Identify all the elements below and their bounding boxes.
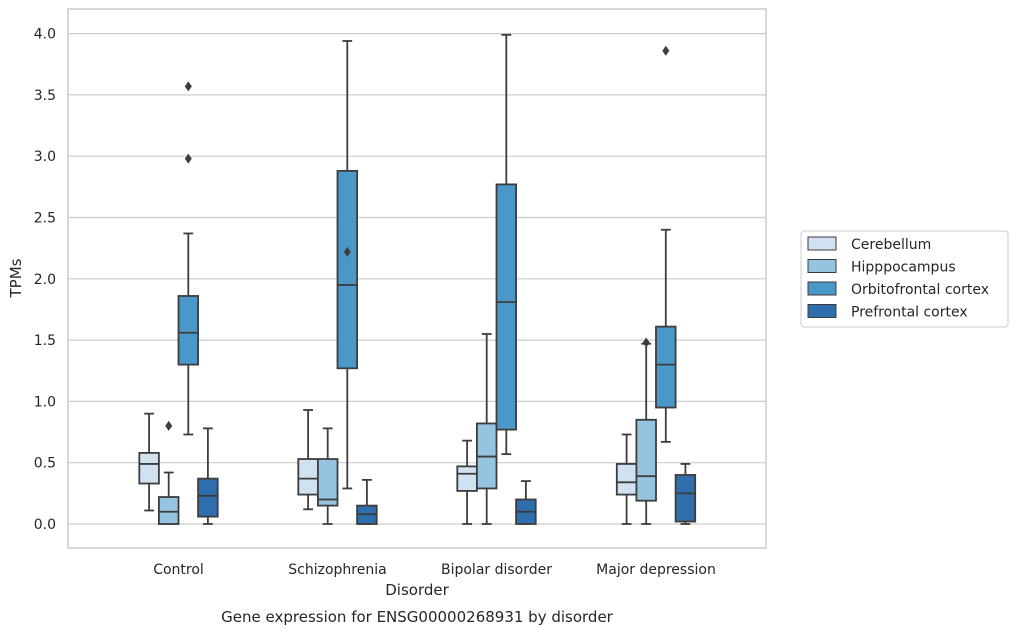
legend-swatch xyxy=(807,259,837,273)
y-tick-label: 1.5 xyxy=(34,333,56,349)
legend-frame xyxy=(800,230,1009,328)
x-tick-label: Bipolar disorder xyxy=(441,562,552,578)
outlier-point xyxy=(184,153,192,164)
y-tick-label: 0.0 xyxy=(34,517,56,533)
legend-label: Orbitofrontal cortex xyxy=(851,282,989,298)
outlier-point xyxy=(343,246,351,257)
box-0-0 xyxy=(138,412,160,512)
box xyxy=(635,418,657,502)
y-tick-label: 3.0 xyxy=(34,149,56,165)
box-3-2 xyxy=(655,45,677,443)
outlier-point xyxy=(165,420,173,431)
y-tick-label: 3.5 xyxy=(34,88,56,104)
y-tick-label: 4.0 xyxy=(34,27,56,43)
plot-frame xyxy=(67,8,767,549)
x-tick-labels: Control Schizophrenia Bipolar disorder Majo… xyxy=(153,562,716,578)
y-tick-label: 2.5 xyxy=(34,211,56,227)
box xyxy=(297,458,319,496)
box xyxy=(615,463,638,496)
box xyxy=(197,477,219,518)
y-tick-label: 0.5 xyxy=(34,456,56,472)
y-tick-label: 2.0 xyxy=(34,272,56,288)
box xyxy=(456,465,478,492)
box-3-0 xyxy=(615,433,638,525)
x-tick-label: Major depression xyxy=(596,562,716,578)
box-1-3 xyxy=(356,478,378,525)
y-tick-labels: 0.0 0.5 1.0 1.5 2.0 2.5 3.0 3.5 4.0 xyxy=(34,27,56,533)
y-axis-label: TPMs xyxy=(7,258,25,298)
chart-caption: Gene expression for ENSG00000268931 by d… xyxy=(221,608,614,626)
box xyxy=(495,183,518,431)
box-2-3 xyxy=(515,480,537,525)
box-0-2 xyxy=(177,81,200,436)
box-1-2 xyxy=(336,40,359,490)
legend-swatch xyxy=(807,236,837,251)
box xyxy=(655,325,677,409)
box-2-0 xyxy=(456,439,478,525)
box xyxy=(177,295,200,366)
box-2-1 xyxy=(475,333,498,525)
box-3-1 xyxy=(635,337,657,525)
box-3-3 xyxy=(674,463,697,525)
legend-items: Cerebellum Hipppocampus Orbitofrontal cort… xyxy=(807,236,989,321)
box-2-2 xyxy=(495,33,518,456)
legend-label: Cerebellum xyxy=(851,237,931,253)
outlier-point xyxy=(662,45,670,56)
box-1-1 xyxy=(316,427,339,525)
box xyxy=(138,451,160,485)
legend-label: Prefrontal cortex xyxy=(851,305,968,321)
y-tick-label: 1.0 xyxy=(34,394,56,410)
box xyxy=(336,170,359,370)
box xyxy=(674,474,697,523)
box xyxy=(316,458,339,507)
legend-label: Hipppocampus xyxy=(851,260,956,276)
legend: Cerebellum Hipppocampus Orbitofrontal cort… xyxy=(800,230,1009,328)
x-axis-label: Disorder xyxy=(385,581,449,599)
box-groups xyxy=(138,33,697,525)
outlier-point xyxy=(184,81,192,92)
box-0-3 xyxy=(197,427,219,525)
x-tick-label: Schizophrenia xyxy=(288,562,386,578)
box xyxy=(157,496,180,525)
x-tick-label: Control xyxy=(153,562,204,578)
box-0-1 xyxy=(157,420,180,525)
legend-swatch xyxy=(807,281,837,296)
legend-swatch xyxy=(807,304,837,318)
box-1-0 xyxy=(297,409,319,511)
gridlines xyxy=(68,32,766,525)
outlier-point xyxy=(642,337,650,348)
